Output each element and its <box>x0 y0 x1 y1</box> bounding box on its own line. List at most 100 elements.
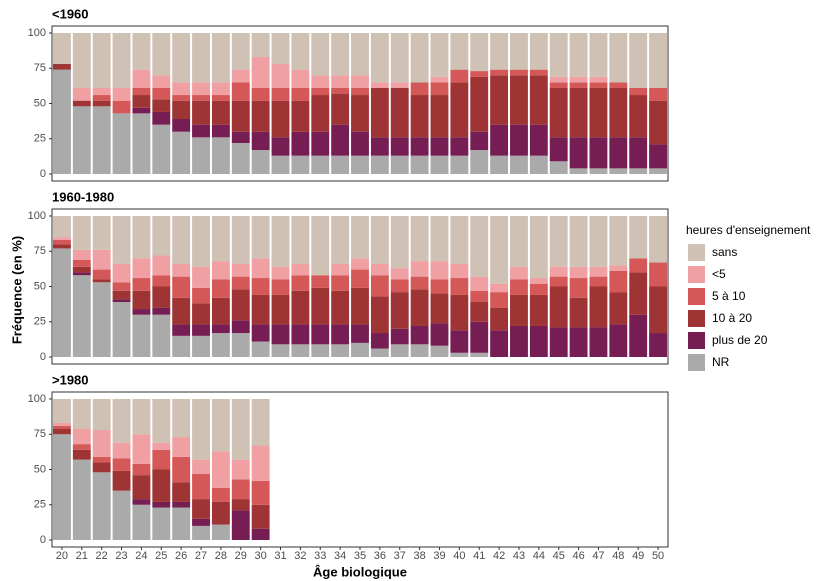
bar-segment <box>132 309 151 315</box>
bar-segment <box>649 216 668 263</box>
bar-segment <box>211 82 230 96</box>
bar-segment <box>132 69 151 88</box>
bar-segment <box>549 327 568 357</box>
bar-segment <box>589 82 608 88</box>
x-tick-label: 44 <box>533 550 545 562</box>
bar-segment <box>609 168 628 174</box>
bar-segment <box>450 352 469 357</box>
bar-segment <box>152 286 171 308</box>
bar-segment <box>589 33 608 77</box>
legend-swatch <box>688 354 705 371</box>
bar-segment <box>549 266 568 277</box>
bar-segment <box>271 324 290 345</box>
bar-segment <box>52 428 71 435</box>
bar-segment <box>311 75 330 88</box>
bar-segment <box>649 100 668 145</box>
bar-segment <box>271 344 290 357</box>
bar-segment <box>390 137 409 156</box>
bar-segment <box>211 137 230 174</box>
bar-segment <box>549 276 568 287</box>
bar-segment <box>649 33 668 88</box>
bar-segment <box>450 82 469 138</box>
bar-segment <box>410 137 429 156</box>
x-tick-label: 38 <box>413 550 425 562</box>
bar-segment <box>271 33 290 65</box>
bar-segment <box>231 142 250 174</box>
bar-segment <box>231 100 250 132</box>
bar-segment <box>132 33 151 70</box>
bar-segment <box>529 216 548 279</box>
bar-segment <box>172 216 191 264</box>
x-tick-label: 42 <box>493 550 505 562</box>
bar-segment <box>430 95 449 138</box>
x-tick-label: 25 <box>155 550 167 562</box>
bar-segment <box>311 275 330 288</box>
bar-segment <box>192 303 210 325</box>
bar-segment <box>410 325 429 345</box>
x-tick-label: 20 <box>56 550 68 562</box>
bar-segment <box>72 449 91 460</box>
bar-segment <box>569 76 588 83</box>
bar-segment <box>470 276 489 291</box>
bar-segment <box>311 87 330 96</box>
bar-segment <box>629 272 648 315</box>
bar-segment <box>92 462 111 473</box>
bar-segment <box>152 501 171 508</box>
bar-segment <box>450 216 469 264</box>
bar-segment <box>351 131 369 156</box>
bar-segment <box>211 451 230 488</box>
bar-segment <box>589 286 608 328</box>
bar-segment <box>529 69 548 76</box>
bar-segment <box>490 33 509 70</box>
bar-segment <box>231 289 250 321</box>
bar-segment <box>589 168 608 174</box>
bar-segment <box>291 216 310 264</box>
legend-label: 10 à 20 <box>712 311 752 325</box>
bar-segment <box>549 82 568 88</box>
bar-segment <box>251 150 270 174</box>
y-tick-label: 75 <box>34 245 46 257</box>
x-tick-label: 23 <box>115 550 127 562</box>
legend-label: 5 à 10 <box>712 289 746 303</box>
bar-segment <box>172 437 191 457</box>
bar-segment <box>450 155 469 174</box>
bar-segment <box>172 507 191 540</box>
bar-segment <box>331 344 350 357</box>
bar-segment <box>430 155 449 174</box>
bar-segment <box>192 324 210 336</box>
bar-segment <box>172 399 191 438</box>
bar-segment <box>152 314 171 357</box>
bar-segment <box>251 445 270 481</box>
bar-segment <box>112 302 131 357</box>
bar-segment <box>470 290 489 303</box>
bar-segment <box>649 262 668 287</box>
bar-segment <box>231 276 250 290</box>
bar-segment <box>450 33 469 70</box>
bar-segment <box>152 99 171 112</box>
bar-segment <box>649 87 668 101</box>
bar-segment <box>132 504 151 540</box>
bar-segment <box>172 297 191 325</box>
bar-segment <box>112 299 131 303</box>
bar-segment <box>152 111 171 125</box>
panel-frame <box>51 25 669 182</box>
bar-segment <box>311 33 330 76</box>
bar-segment <box>410 289 429 326</box>
bar-segment <box>132 475 151 500</box>
bar-segment <box>291 87 310 101</box>
bar-segment <box>649 333 668 357</box>
bar-segment <box>510 294 528 326</box>
bar-segment <box>410 276 429 290</box>
bar-segment <box>291 33 310 70</box>
y-tick-label: 75 <box>34 428 46 440</box>
x-tick-label: 33 <box>314 550 326 562</box>
panel-title: 1960-1980 <box>52 189 114 204</box>
bar-segment <box>529 294 548 326</box>
bar-segment <box>490 292 509 308</box>
bar-segment <box>231 510 250 540</box>
bar-segment <box>331 93 350 125</box>
bar-segment <box>549 286 568 328</box>
bar-segment <box>569 278 588 298</box>
x-tick-label: 50 <box>652 550 664 562</box>
bar-segment <box>569 266 588 279</box>
